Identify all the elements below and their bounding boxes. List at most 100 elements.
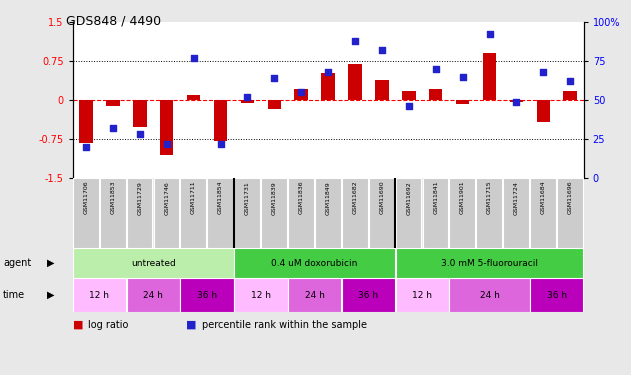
Bar bbox=[180, 278, 233, 312]
Text: ■: ■ bbox=[73, 320, 83, 330]
Text: ▶: ▶ bbox=[47, 290, 55, 300]
Bar bbox=[456, 100, 469, 104]
Point bbox=[323, 69, 333, 75]
Text: GSM11682: GSM11682 bbox=[353, 181, 358, 214]
Text: ▶: ▶ bbox=[47, 258, 55, 268]
Text: GSM11692: GSM11692 bbox=[406, 181, 411, 214]
Point bbox=[269, 75, 280, 81]
Text: GSM11839: GSM11839 bbox=[272, 181, 277, 214]
Bar bbox=[396, 178, 422, 248]
Bar bbox=[504, 178, 529, 248]
Text: time: time bbox=[3, 290, 25, 300]
Point bbox=[81, 144, 91, 150]
Text: GSM11729: GSM11729 bbox=[138, 181, 143, 214]
Text: 12 h: 12 h bbox=[90, 291, 109, 300]
Point bbox=[189, 55, 199, 61]
Bar bbox=[268, 100, 281, 109]
Bar bbox=[530, 178, 556, 248]
Bar bbox=[449, 178, 475, 248]
Text: 36 h: 36 h bbox=[197, 291, 217, 300]
Text: 24 h: 24 h bbox=[143, 291, 163, 300]
Bar bbox=[73, 178, 98, 248]
Text: GSM11696: GSM11696 bbox=[568, 181, 573, 214]
Bar bbox=[214, 100, 227, 141]
Text: GSM11684: GSM11684 bbox=[541, 181, 546, 214]
Bar bbox=[449, 278, 529, 312]
Bar bbox=[348, 64, 362, 100]
Text: 24 h: 24 h bbox=[305, 291, 324, 300]
Bar bbox=[563, 91, 577, 100]
Point bbox=[485, 32, 495, 38]
Point bbox=[215, 141, 225, 147]
Bar bbox=[187, 95, 201, 100]
Text: GDS848 / 4490: GDS848 / 4490 bbox=[66, 14, 162, 27]
Text: GSM11901: GSM11901 bbox=[460, 181, 465, 214]
Bar bbox=[295, 88, 308, 100]
Text: GSM11724: GSM11724 bbox=[514, 181, 519, 214]
Text: ■: ■ bbox=[186, 320, 197, 330]
Bar bbox=[153, 178, 179, 248]
Bar bbox=[476, 178, 502, 248]
Bar bbox=[423, 178, 449, 248]
Bar bbox=[180, 178, 206, 248]
Text: GSM11706: GSM11706 bbox=[83, 181, 88, 214]
Bar bbox=[530, 278, 584, 312]
Text: 12 h: 12 h bbox=[251, 291, 271, 300]
Bar bbox=[396, 248, 584, 278]
Bar bbox=[127, 178, 153, 248]
Text: GSM11853: GSM11853 bbox=[110, 181, 115, 214]
Text: 12 h: 12 h bbox=[412, 291, 432, 300]
Text: 3.0 mM 5-fluorouracil: 3.0 mM 5-fluorouracil bbox=[441, 258, 538, 267]
Text: GSM11731: GSM11731 bbox=[245, 181, 250, 214]
Text: GSM11690: GSM11690 bbox=[379, 181, 384, 214]
Bar bbox=[342, 278, 395, 312]
Bar bbox=[73, 248, 233, 278]
Point bbox=[511, 99, 521, 105]
Bar bbox=[402, 91, 416, 100]
Bar bbox=[160, 100, 174, 154]
Point bbox=[350, 38, 360, 44]
Text: GSM11715: GSM11715 bbox=[487, 181, 492, 214]
Point bbox=[565, 78, 575, 84]
Bar bbox=[80, 100, 93, 142]
Text: GSM11849: GSM11849 bbox=[326, 181, 331, 214]
Point bbox=[242, 94, 252, 100]
Point bbox=[404, 103, 414, 109]
Text: 24 h: 24 h bbox=[480, 291, 500, 300]
Bar bbox=[429, 88, 442, 100]
Point bbox=[135, 131, 145, 137]
Text: GSM11711: GSM11711 bbox=[191, 181, 196, 214]
Bar bbox=[342, 178, 368, 248]
Bar bbox=[234, 178, 260, 248]
Text: GSM11746: GSM11746 bbox=[164, 181, 169, 214]
Bar bbox=[315, 178, 341, 248]
Text: GSM11836: GSM11836 bbox=[298, 181, 304, 214]
Text: 0.4 uM doxorubicin: 0.4 uM doxorubicin bbox=[271, 258, 358, 267]
Point bbox=[108, 125, 118, 131]
Point bbox=[377, 47, 387, 53]
Bar bbox=[536, 100, 550, 122]
Point bbox=[296, 89, 306, 95]
Text: log ratio: log ratio bbox=[88, 320, 129, 330]
Bar bbox=[557, 178, 583, 248]
Bar bbox=[106, 100, 120, 106]
Bar bbox=[375, 80, 389, 100]
Text: GSM11854: GSM11854 bbox=[218, 181, 223, 214]
Point bbox=[538, 69, 548, 75]
Bar bbox=[369, 178, 394, 248]
Text: GSM11841: GSM11841 bbox=[433, 181, 438, 214]
Text: 36 h: 36 h bbox=[546, 291, 567, 300]
Point bbox=[457, 74, 468, 80]
Text: percentile rank within the sample: percentile rank within the sample bbox=[202, 320, 367, 330]
Bar bbox=[288, 278, 341, 312]
Bar bbox=[133, 100, 146, 127]
Bar bbox=[288, 178, 314, 248]
Bar bbox=[234, 278, 288, 312]
Point bbox=[431, 66, 441, 72]
Bar bbox=[100, 178, 126, 248]
Bar bbox=[321, 73, 335, 100]
Bar bbox=[483, 53, 496, 100]
Point bbox=[162, 141, 172, 147]
Bar bbox=[127, 278, 180, 312]
Bar bbox=[73, 278, 126, 312]
